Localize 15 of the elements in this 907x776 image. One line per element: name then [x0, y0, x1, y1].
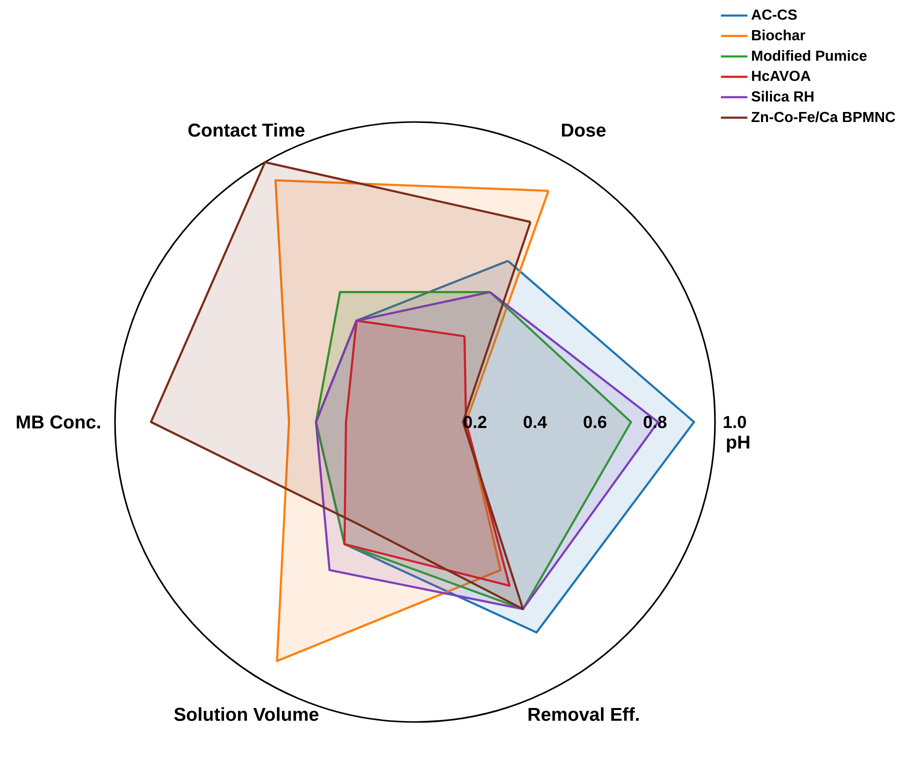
- legend-label: Zn-Co-Fe/Ca BPMNC: [752, 111, 896, 122]
- legend-label: HcAVOA: [752, 70, 810, 82]
- y-tick-label: 0.6: [584, 416, 606, 428]
- legend-label: Biochar: [752, 30, 806, 40]
- y-tick-label: 1.0: [724, 416, 746, 428]
- y-tick-label: 0.4: [524, 416, 547, 428]
- spoke-label: Dose: [562, 124, 606, 137]
- spoke-label: Contact Time: [188, 123, 304, 137]
- spoke-label: pH: [726, 436, 750, 452]
- spoke-label: Solution Volume: [174, 707, 318, 721]
- legend-label: Silica RH: [751, 90, 814, 102]
- spoke-label: Removal Eff.: [528, 707, 639, 721]
- spoke-label: MB Conc.: [16, 415, 100, 429]
- legend-label: Modified Pumice: [752, 50, 867, 61]
- legend-label: AC-CS: [751, 9, 797, 20]
